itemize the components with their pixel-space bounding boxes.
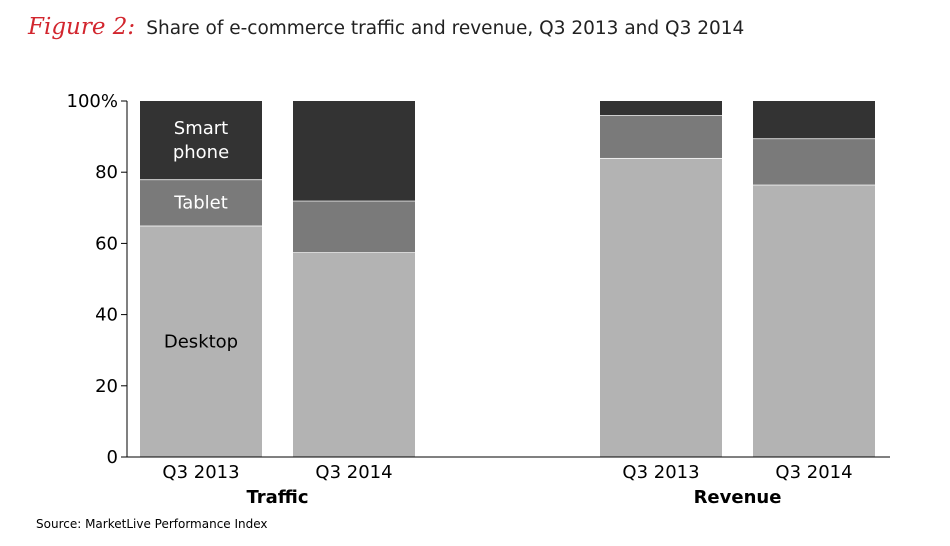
bar-segment-smartphone (600, 101, 722, 116)
y-tick-label: 0 (107, 447, 118, 468)
group-label: Traffic (246, 487, 308, 508)
figure-label: Figure 2: (28, 14, 136, 40)
group-label: Revenue (694, 487, 782, 508)
x-tick-label: Q3 2014 (315, 462, 392, 483)
figure-header: Figure 2: Share of e-commerce traffic an… (28, 14, 744, 40)
bar-segment-tablet (753, 138, 875, 185)
bar-segment-desktop (753, 184, 875, 457)
chart-title: Share of e-commerce traffic and revenue,… (146, 18, 745, 39)
bar-segment-tablet (140, 179, 262, 226)
y-tick-label: 40 (95, 305, 118, 326)
bar-segment-desktop (600, 157, 722, 457)
segment-label-desktop: Desktop (164, 331, 238, 352)
y-tick-label: 60 (95, 233, 118, 254)
segment-label-smartphone: phone (173, 142, 229, 163)
bar-segment-desktop (293, 252, 415, 457)
segment-label-tablet: Tablet (173, 192, 228, 213)
bar-segment-desktop (140, 225, 262, 457)
y-tick-label: 80 (95, 162, 118, 183)
bar-segment-tablet (293, 200, 415, 253)
bar-segment-tablet (600, 115, 722, 158)
source-note: Source: MarketLive Performance Index (36, 517, 268, 531)
bar-segment-smartphone (293, 101, 415, 201)
x-tick-label: Q3 2014 (775, 462, 852, 483)
bar-segment-smartphone (753, 101, 875, 139)
x-tick-label: Q3 2013 (162, 462, 239, 483)
segment-label-smartphone: Smart (174, 118, 228, 139)
x-tick-label: Q3 2013 (622, 462, 699, 483)
y-tick-label: 20 (95, 376, 118, 397)
bar-segment-smartphone (140, 101, 262, 180)
y-tick-label: 100% (67, 91, 118, 112)
